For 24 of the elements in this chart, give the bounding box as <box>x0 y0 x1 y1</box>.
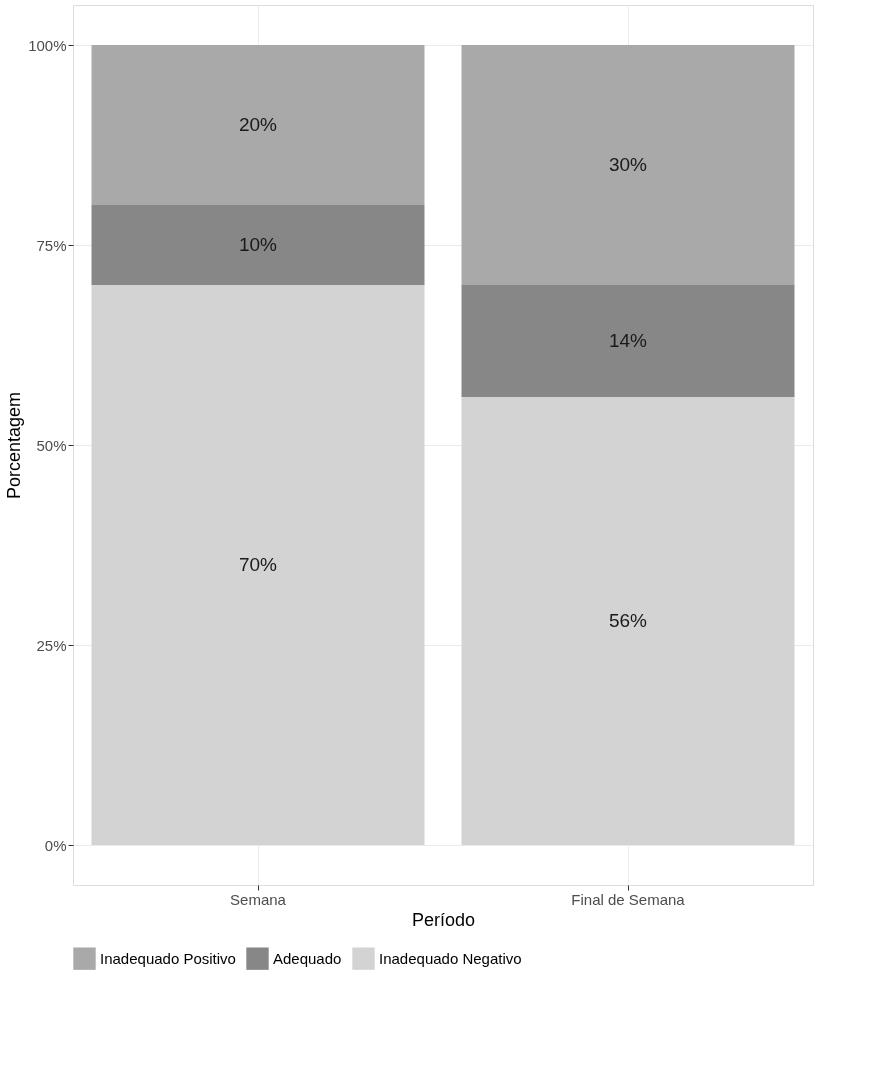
data-label: 30% <box>608 154 648 175</box>
y-tick-label: 0% <box>44 836 67 854</box>
data-label: 20% <box>238 114 278 135</box>
y-tick-label: 50% <box>36 436 67 454</box>
data-label: 10% <box>238 234 278 255</box>
data-label: 56% <box>608 610 648 631</box>
y-tick-label: 100% <box>28 36 67 54</box>
y-tick-label: 25% <box>36 636 67 654</box>
x-axis-title: Período <box>411 909 476 930</box>
legend-label: Inadequado Negativo <box>379 949 522 967</box>
y-axis-title: Porcentagem <box>4 391 25 500</box>
legend-label: Inadequado Positivo <box>100 949 236 967</box>
bar <box>461 45 795 285</box>
y-tick-label: 75% <box>36 236 67 254</box>
x-tick-label: Final de Semana <box>571 890 686 908</box>
bar <box>91 285 425 845</box>
bar <box>461 397 795 845</box>
bar <box>461 285 795 397</box>
bar <box>91 45 425 205</box>
x-tick-label: Semana <box>230 890 287 908</box>
data-label: 70% <box>238 554 278 575</box>
data-label: 14% <box>608 330 648 351</box>
legend-label: Adequado <box>273 949 342 967</box>
bar <box>91 205 425 285</box>
